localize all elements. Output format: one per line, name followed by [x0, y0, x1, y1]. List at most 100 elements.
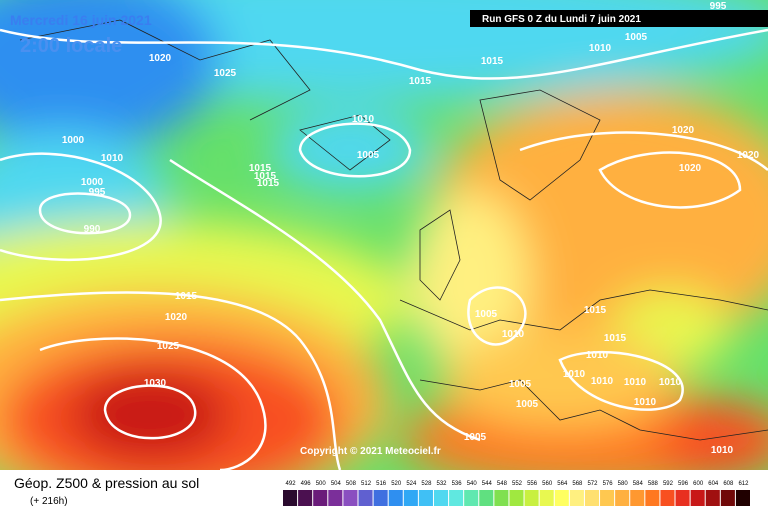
legend-label: 544 [482, 481, 493, 487]
legend-swatch [539, 490, 554, 506]
legend-label: 604 [708, 481, 719, 487]
coastline [19, 19, 768, 441]
isobar-label: 1010 [624, 377, 647, 388]
legend-label: 524 [406, 481, 417, 487]
legend-swatch [449, 490, 464, 506]
isobar-label: 1005 [509, 379, 532, 390]
isobar-label: 1020 [149, 53, 172, 64]
legend-swatch [584, 490, 600, 506]
legend-swatch [675, 490, 690, 506]
copyright: Copyright © 2021 Meteociel.fr [300, 446, 441, 457]
isobar-label: 1010 [563, 369, 586, 380]
legend-swatch [720, 490, 735, 506]
isobar-label: 1015 [175, 291, 198, 302]
isobar-label: 1015 [584, 305, 607, 316]
legend-swatch [660, 490, 675, 506]
isobar-label: 1015 [249, 163, 272, 174]
isobar-label: 1000 [62, 135, 85, 146]
isobar-label: 1005 [357, 150, 380, 161]
isobar-label: 1000 [81, 177, 104, 188]
isobar [298, 122, 412, 178]
legend-label: 540 [467, 481, 478, 487]
legend-swatch [388, 490, 403, 506]
legend-swatch [298, 490, 313, 506]
legend-swatch [735, 490, 750, 506]
legend-label: 588 [648, 481, 659, 487]
legend-label: 552 [512, 481, 523, 487]
legend-label: 596 [678, 481, 689, 487]
legend-swatch [645, 490, 660, 506]
legend-swatch [615, 490, 630, 506]
legend-label: 556 [527, 481, 538, 487]
isobar-label: 1015 [257, 178, 280, 189]
legend-label: 560 [542, 481, 553, 487]
legend-label: 564 [557, 481, 568, 487]
legend-swatch [569, 490, 584, 506]
legend-label: 532 [437, 481, 448, 487]
legend-swatch [509, 490, 524, 506]
isobar-label: 1020 [737, 150, 760, 161]
isobar [0, 152, 162, 262]
isobar-label: 1005 [475, 309, 498, 320]
isobar-label: 1010 [634, 397, 657, 408]
legend-label: 508 [346, 481, 357, 487]
isobar-label: 995 [710, 1, 727, 12]
isobar-label: 995 [89, 187, 106, 198]
legend-swatch [690, 490, 705, 506]
isobar [38, 192, 132, 235]
legend-swatch [433, 490, 449, 506]
legend-swatch [403, 490, 418, 506]
isobar-label: 1030 [144, 378, 167, 389]
legend-label: 580 [618, 481, 629, 487]
isobar-label: 1025 [157, 341, 180, 352]
legend-swatch [494, 490, 509, 506]
legend-label: 572 [587, 481, 598, 487]
isobar-label: 1015 [481, 56, 504, 67]
isobar [39, 337, 267, 470]
legend-label: 492 [286, 481, 297, 487]
legend-label: 520 [391, 481, 402, 487]
legend-swatch [630, 490, 645, 506]
legend-label: 568 [572, 481, 583, 487]
time-label: 2:00 locale [20, 35, 122, 57]
run-label: Run GFS 0 Z du Lundi 7 juin 2021 [482, 14, 641, 25]
isobar-label: 1015 [254, 171, 277, 182]
legend-swatch [418, 490, 433, 506]
legend-label: 496 [301, 481, 312, 487]
legend-label: 512 [361, 481, 372, 487]
legend-swatch [358, 490, 373, 506]
date-label: Mercredi 16 juin 2021 [10, 12, 152, 28]
isobar-label: 1005 [464, 432, 487, 443]
isobar-label: 1010 [659, 377, 682, 388]
isobar [169, 158, 481, 442]
legend-swatch [343, 490, 358, 506]
isobar [519, 131, 768, 209]
isobar-label: 1005 [625, 32, 648, 43]
legend-swatch [524, 490, 539, 506]
isobar-label: 1005 [516, 399, 539, 410]
legend-swatch [328, 490, 343, 506]
legend-swatch [464, 490, 479, 506]
legend-label: 500 [316, 481, 327, 487]
isobar-label: 1010 [586, 350, 609, 361]
legend-label: 576 [603, 481, 614, 487]
isobar [467, 286, 684, 411]
isobar-label: 1025 [214, 68, 237, 79]
footer-title: Géop. Z500 & pression au sol [14, 475, 199, 491]
isobar-label: 1020 [165, 312, 188, 323]
run-box [470, 10, 768, 27]
isobar [103, 384, 197, 440]
legend-label: 504 [331, 481, 342, 487]
legend-label: 516 [376, 481, 387, 487]
isobar-label: 1010 [352, 114, 375, 125]
legend-swatch [705, 490, 720, 506]
isobar-label: 1020 [679, 163, 702, 174]
isobar [0, 28, 768, 80]
footer-subtitle: (+ 216h) [30, 496, 68, 507]
isobar-label: 1010 [591, 376, 614, 387]
isobar-label: 1010 [711, 445, 734, 456]
legend-label: 536 [452, 481, 463, 487]
